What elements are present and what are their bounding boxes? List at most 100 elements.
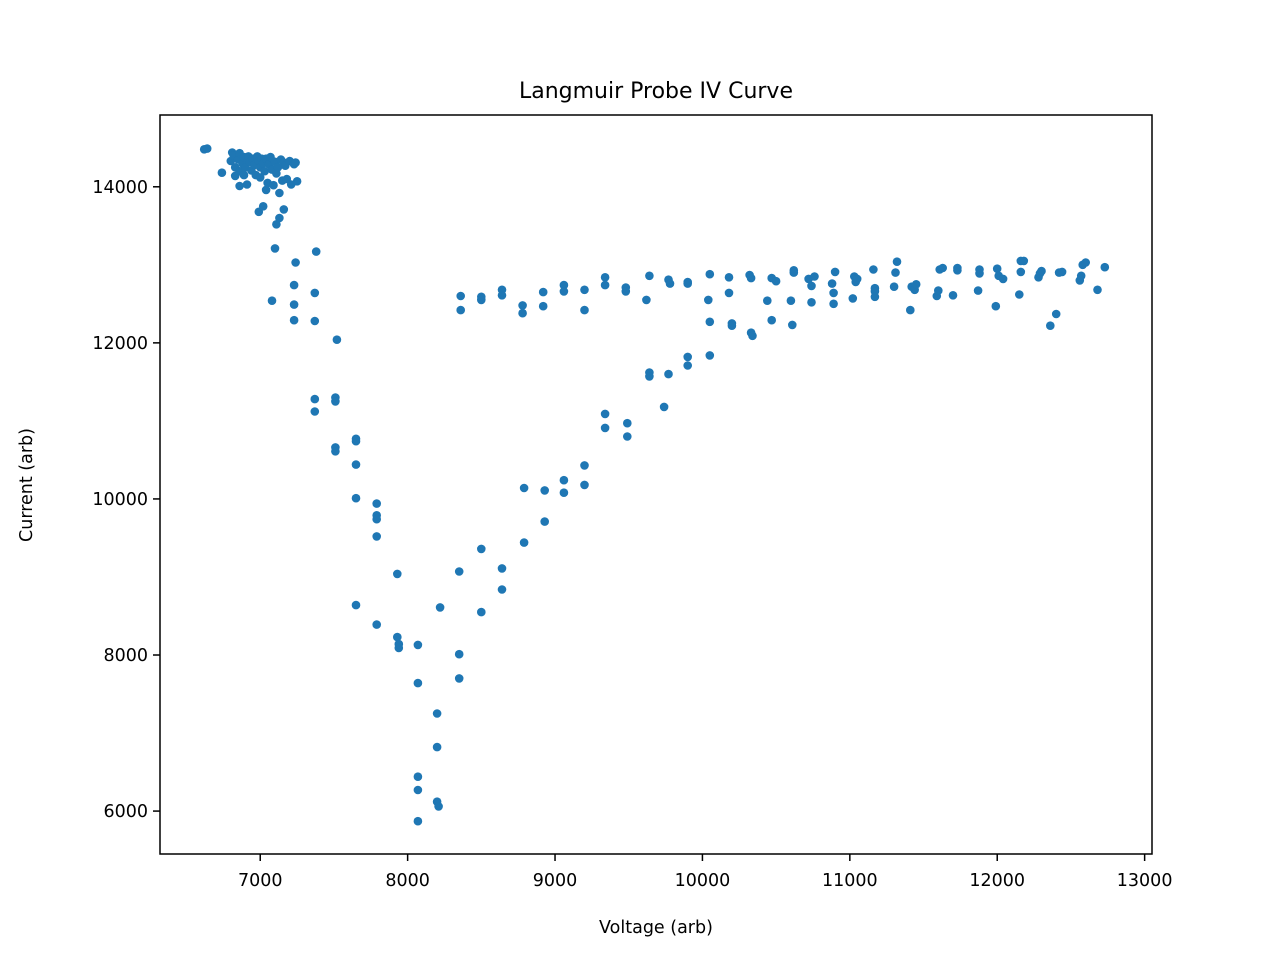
data-point bbox=[953, 263, 962, 273]
data-point bbox=[255, 173, 265, 182]
data-point bbox=[454, 567, 464, 576]
data-point bbox=[291, 258, 300, 267]
data-point bbox=[292, 177, 302, 186]
data-point bbox=[600, 409, 610, 419]
data-point bbox=[1016, 267, 1026, 277]
data-point bbox=[497, 291, 507, 300]
data-point bbox=[202, 144, 212, 153]
data-point bbox=[456, 305, 466, 315]
data-point bbox=[1081, 258, 1090, 267]
y-tick-label: 14000 bbox=[92, 178, 148, 198]
y-tick-label: 8000 bbox=[103, 646, 148, 666]
data-point bbox=[311, 247, 321, 256]
data-point bbox=[810, 272, 819, 281]
data-point bbox=[413, 640, 423, 650]
data-point bbox=[869, 265, 878, 274]
data-point bbox=[310, 316, 320, 326]
data-point bbox=[580, 480, 589, 490]
x-tick-label: 9000 bbox=[533, 871, 578, 891]
data-point bbox=[786, 296, 796, 306]
data-point bbox=[998, 274, 1008, 284]
data-point bbox=[1057, 267, 1067, 277]
x-tick-label: 10000 bbox=[675, 871, 731, 891]
data-point bbox=[665, 279, 675, 288]
data-point bbox=[217, 168, 227, 177]
data-point bbox=[600, 280, 610, 290]
data-point bbox=[704, 295, 713, 305]
x-tick-label: 7000 bbox=[238, 871, 283, 891]
data-point bbox=[538, 287, 548, 297]
data-point bbox=[275, 188, 284, 198]
data-point bbox=[310, 288, 320, 298]
data-point bbox=[242, 180, 252, 189]
x-tick-label: 13000 bbox=[1117, 871, 1173, 891]
data-point bbox=[269, 180, 278, 190]
data-point bbox=[372, 499, 382, 508]
data-point bbox=[394, 639, 404, 649]
data-point bbox=[559, 488, 569, 498]
data-point bbox=[621, 287, 631, 296]
data-point bbox=[310, 407, 320, 416]
data-point bbox=[351, 436, 361, 446]
data-point bbox=[748, 331, 757, 341]
data-point bbox=[891, 268, 900, 277]
data-point bbox=[331, 397, 340, 406]
data-point bbox=[870, 292, 880, 302]
data-point bbox=[664, 369, 673, 379]
data-point bbox=[1051, 309, 1061, 319]
data-point bbox=[454, 649, 464, 659]
data-point bbox=[559, 287, 569, 296]
y-tick-label: 6000 bbox=[103, 802, 148, 822]
data-point bbox=[518, 301, 527, 310]
data-point bbox=[332, 335, 342, 345]
data-point bbox=[1076, 271, 1086, 281]
data-point bbox=[600, 273, 610, 282]
data-point bbox=[1100, 262, 1110, 272]
data-point bbox=[807, 298, 816, 307]
data-point bbox=[683, 279, 692, 288]
data-point bbox=[289, 300, 299, 309]
data-point bbox=[413, 772, 423, 781]
data-point bbox=[351, 460, 361, 469]
data-point bbox=[413, 785, 423, 795]
data-point bbox=[275, 213, 284, 223]
data-point bbox=[623, 432, 632, 441]
plot-frame bbox=[159, 114, 1153, 855]
data-point bbox=[540, 486, 549, 495]
data-point bbox=[580, 461, 589, 470]
x-tick-label: 12000 bbox=[969, 871, 1025, 891]
data-point bbox=[261, 185, 271, 195]
data-point bbox=[477, 295, 486, 305]
data-point bbox=[372, 514, 382, 524]
data-point bbox=[559, 280, 569, 290]
data-point bbox=[830, 267, 840, 277]
data-point bbox=[724, 288, 734, 298]
data-point bbox=[727, 321, 737, 331]
y-tick-label: 12000 bbox=[92, 334, 148, 354]
data-point bbox=[289, 315, 299, 325]
data-point bbox=[906, 305, 915, 315]
data-point bbox=[267, 296, 277, 306]
data-point bbox=[991, 301, 1001, 311]
data-point bbox=[807, 281, 816, 291]
data-point bbox=[1037, 266, 1046, 276]
data-point bbox=[393, 632, 402, 642]
data-point bbox=[270, 244, 280, 253]
data-point bbox=[623, 418, 632, 428]
data-point bbox=[789, 268, 799, 277]
data-point bbox=[289, 280, 299, 290]
data-point bbox=[518, 308, 527, 318]
data-point bbox=[310, 394, 320, 404]
data-point bbox=[477, 544, 486, 554]
data-point bbox=[1019, 256, 1029, 266]
data-point bbox=[705, 269, 715, 279]
data-point bbox=[938, 263, 947, 273]
data-point bbox=[454, 674, 464, 683]
data-point bbox=[435, 603, 445, 612]
data-point bbox=[992, 264, 1002, 274]
data-point bbox=[683, 361, 692, 370]
data-point bbox=[477, 607, 486, 617]
data-point bbox=[372, 620, 382, 629]
data-point bbox=[948, 291, 958, 300]
